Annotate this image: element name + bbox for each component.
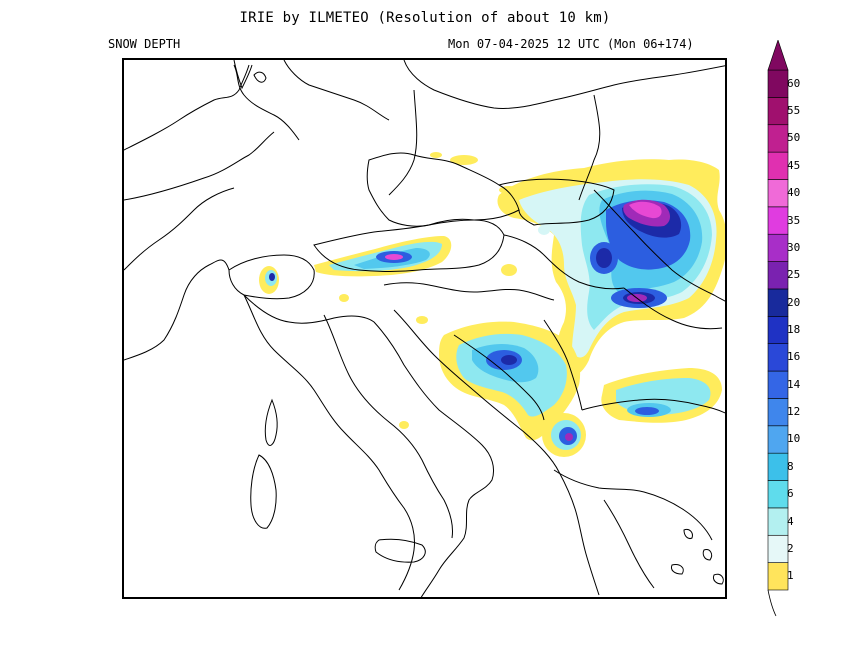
colorbar-tick-label: 45: [787, 158, 801, 172]
snow-depth-area: [501, 355, 517, 365]
colorbar-tick-label: 4: [787, 514, 794, 528]
colorbar-tick-label: 1: [787, 569, 794, 583]
map-frame: [122, 58, 727, 599]
colorbar-tick-label: 50: [787, 131, 801, 145]
colorbar-bottom-tail: [767, 589, 777, 617]
colorbar: [767, 40, 789, 617]
colorbar-tick-label: 20: [787, 295, 801, 309]
colorbar-swatch: [767, 534, 789, 563]
colorbar-swatch: [767, 69, 789, 98]
colorbar-tick-label: 35: [787, 213, 801, 227]
colorbar-tick-label: 8: [787, 459, 794, 473]
colorbar-swatch: [767, 151, 789, 180]
colorbar-swatch: [767, 425, 789, 454]
snow-depth-map: [124, 60, 725, 597]
colorbar-tick-label: 18: [787, 323, 801, 336]
snow-depth-area: [501, 264, 517, 276]
valid-time: Mon 07-04-2025 12 UTC (Mon 06+174): [448, 37, 694, 51]
colorbar-tick-label: 6: [787, 487, 794, 501]
colorbar-tick-label: 60: [787, 76, 801, 90]
colorbar-swatch: [767, 261, 789, 290]
snow-depth-area: [385, 254, 403, 260]
snow-depth-area: [339, 294, 349, 302]
snow-depth-area: [565, 433, 573, 441]
snow-depth-area: [596, 248, 612, 268]
colorbar-swatch: [767, 288, 789, 317]
colorbar-tick-label: 55: [787, 104, 801, 118]
snow-depth-area: [430, 152, 442, 158]
colorbar-tick-label: 14: [787, 377, 801, 391]
coastline-borders: [124, 60, 725, 597]
colorbar-top-arrow: [767, 40, 789, 71]
colorbar-swatch: [767, 370, 789, 399]
field-label: SNOW DEPTH: [108, 37, 181, 51]
snow-depth-area: [450, 155, 478, 165]
snow-depth-area: [635, 407, 659, 415]
colorbar-swatch: [767, 398, 789, 427]
snow-depth-area: [399, 421, 409, 429]
colorbar-swatch: [767, 124, 789, 153]
colorbar-swatch: [767, 452, 789, 481]
colorbar-tick-label: 25: [787, 268, 801, 282]
colorbar-swatch: [767, 97, 789, 126]
colorbar-tick-label: 16: [787, 350, 801, 364]
colorbar-swatch: [767, 206, 789, 235]
colorbar-tick-label: 10: [787, 432, 801, 446]
colorbar-tick-label: 40: [787, 186, 801, 200]
colorbar-swatch: [767, 343, 789, 372]
chart-title: IRIE by ILMETEO (Resolution of about 10 …: [239, 10, 611, 26]
snow-depth-fields: [259, 152, 725, 457]
colorbar-swatch: [767, 480, 789, 509]
colorbar-swatch: [767, 562, 789, 591]
colorbar-swatch: [767, 316, 789, 344]
colorbar-swatch: [767, 179, 789, 208]
snow-depth-area: [629, 201, 662, 219]
colorbar-tick-label: 2: [787, 541, 794, 555]
snow-depth-area: [416, 316, 428, 324]
snow-depth-area: [538, 225, 550, 235]
colorbar-swatch: [767, 233, 789, 262]
colorbar-legend: [760, 40, 830, 620]
colorbar-tick-label: 30: [787, 240, 801, 254]
snow-depth-area: [269, 273, 275, 281]
colorbar-tick-label: 12: [787, 405, 801, 419]
colorbar-swatch: [767, 507, 789, 536]
